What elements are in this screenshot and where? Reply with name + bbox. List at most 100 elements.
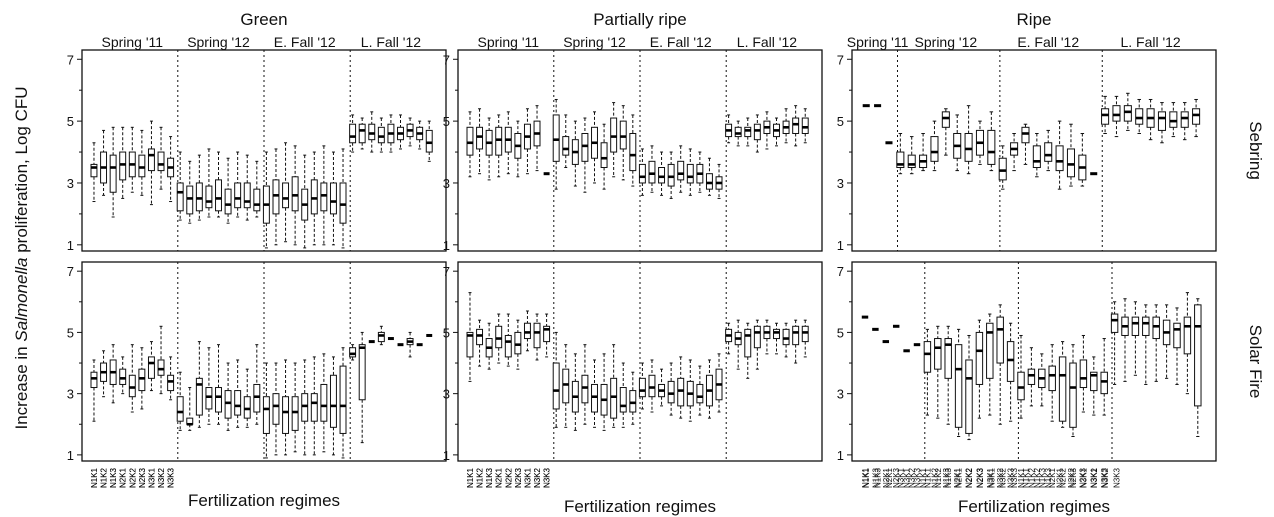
x-tick-label: N2K2 xyxy=(1059,467,1068,488)
x-tick-label: N1K1 xyxy=(923,467,932,488)
box-body xyxy=(658,167,666,184)
x-tick-label: N3K1 xyxy=(896,467,905,488)
box-body xyxy=(562,368,570,404)
box-body xyxy=(610,117,618,153)
box-body xyxy=(128,374,136,398)
x-tick-label: N3K2 xyxy=(1090,467,1099,488)
box-body xyxy=(986,322,994,379)
box-body xyxy=(195,182,203,212)
box-body xyxy=(272,179,280,215)
box-body xyxy=(495,126,503,156)
y-tick-label: 5 xyxy=(67,114,74,129)
box-body xyxy=(147,148,155,172)
y-tick-label: 5 xyxy=(443,325,450,340)
box-body xyxy=(744,126,752,138)
box-body xyxy=(1032,145,1041,169)
box-body xyxy=(941,111,950,128)
y-tick-label: 7 xyxy=(837,264,844,279)
box-body xyxy=(466,126,474,156)
x-tick-label: N2K3 xyxy=(138,467,147,488)
box-body xyxy=(1101,108,1110,125)
box-body xyxy=(696,383,704,404)
x-tick-label: N1K3 xyxy=(109,467,118,488)
x-tick-label: N3K2 xyxy=(157,467,166,488)
box-body xyxy=(234,182,242,209)
box-body xyxy=(648,160,656,184)
box-body xyxy=(753,325,761,349)
season-label: Spring '12 xyxy=(187,34,250,50)
box-body xyxy=(291,396,299,431)
season-label: L. Fall '12 xyxy=(737,34,797,50)
box-body xyxy=(253,188,261,212)
x-tick-label: N2K3 xyxy=(514,467,523,488)
box-body xyxy=(514,331,522,355)
x-tick-label: N2K2 xyxy=(128,467,137,488)
box-body xyxy=(167,374,175,392)
box-body xyxy=(996,316,1004,364)
box-body xyxy=(349,123,357,144)
x-tick-label: N3K3 xyxy=(167,467,176,488)
season-label: Spring '11 xyxy=(847,34,909,50)
x-tick-label: N3K3 xyxy=(1100,467,1109,488)
x-tick-label: N2K3 xyxy=(1078,467,1087,488)
x-tick-label: N3K3 xyxy=(167,467,176,488)
box-body xyxy=(543,325,551,343)
x-tick-label: N2K1 xyxy=(1056,467,1065,488)
x-tick-label: N1K3 xyxy=(109,467,118,488)
season-label: L. Fall '12 xyxy=(361,34,421,50)
x-tick-label: N3K1 xyxy=(523,467,532,488)
box-body xyxy=(349,347,357,358)
box-body xyxy=(90,163,98,178)
x-tick-label: N2K2 xyxy=(965,467,974,488)
column-title-ripe: Ripe xyxy=(1017,10,1052,29)
x-tick-label: N2K1 xyxy=(885,467,894,488)
x-tick-label: N3K1 xyxy=(987,467,996,488)
y-tick-label: 1 xyxy=(67,238,74,253)
x-tick-label: N2K3 xyxy=(976,467,985,488)
box-body xyxy=(310,179,318,215)
box-body xyxy=(119,151,127,181)
y-tick-label: 1 xyxy=(837,238,844,253)
box-body xyxy=(638,163,646,184)
panel-frame xyxy=(851,49,1217,252)
box-body xyxy=(1112,105,1121,122)
box-body xyxy=(987,129,996,165)
box-body xyxy=(157,151,165,172)
box-body xyxy=(782,328,790,346)
x-tick-label: N1K2 xyxy=(930,467,939,488)
box-body xyxy=(552,362,560,410)
box-body xyxy=(1048,365,1056,392)
box-body xyxy=(629,132,637,172)
x-tick-label: N1K3 xyxy=(485,467,494,488)
box-body xyxy=(533,322,541,349)
x-tick-label: N1K2 xyxy=(100,467,109,488)
box-body xyxy=(329,374,337,428)
box-body xyxy=(648,374,656,398)
y-tick-label: 5 xyxy=(67,325,74,340)
box-body xyxy=(358,123,366,144)
box-body xyxy=(195,377,203,416)
box-body xyxy=(272,393,280,425)
box-body xyxy=(896,151,905,169)
box-body xyxy=(377,331,385,343)
box-body xyxy=(368,123,376,141)
x-tick-label: N1K1 xyxy=(1017,467,1026,488)
box-body xyxy=(954,344,963,428)
box-body xyxy=(581,132,589,162)
box-body xyxy=(581,374,589,404)
box-body xyxy=(243,396,251,419)
box-body xyxy=(619,387,627,413)
box-body xyxy=(1006,341,1015,382)
x-tick-label: N3K2 xyxy=(996,467,1005,488)
box-body xyxy=(523,322,531,340)
x-tick-label: N1K1 xyxy=(466,467,475,488)
row-label-sebring: Sebring xyxy=(1246,121,1265,180)
x-tick-label: N1K2 xyxy=(1027,467,1036,488)
box-body xyxy=(1183,316,1192,355)
box-body xyxy=(610,377,618,419)
x-tick-label: N1K2 xyxy=(476,467,485,488)
x-axis-label: Fertilization regimes xyxy=(958,497,1110,516)
box-body xyxy=(339,182,347,224)
x-tick-label: N3K3 xyxy=(543,467,552,488)
box-body xyxy=(998,157,1007,181)
